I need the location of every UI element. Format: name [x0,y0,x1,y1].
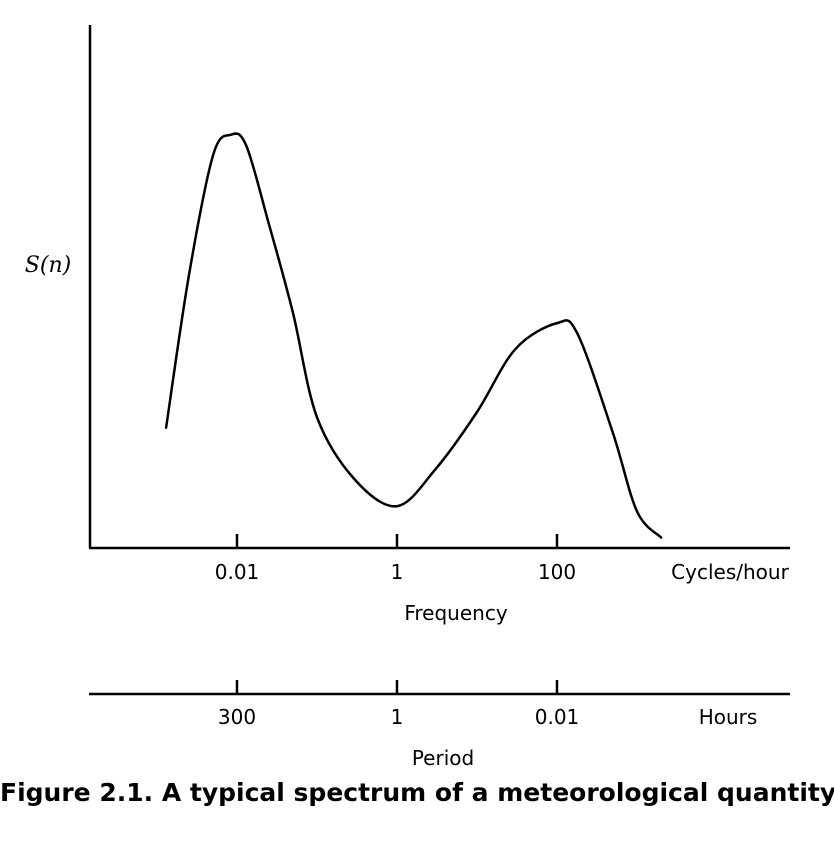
spectrum-chart: 0.01 1 100 300 1 0.01 S(n) Cycles/hour Frequ… [25,25,790,770]
period-axis-label: Period [412,746,474,770]
period-ticks: 300 1 0.01 [218,680,579,729]
period-tick-label-1: 1 [391,705,404,729]
frequency-ticks: 0.01 1 100 [215,534,576,584]
frequency-tick-label-2: 100 [538,560,576,584]
frequency-tick-label-0: 0.01 [215,560,260,584]
frequency-tick-label-1: 1 [391,560,404,584]
spectrum-line [164,132,663,539]
x-unit-label: Cycles/hour [671,560,789,584]
x-axis-label: Frequency [404,601,507,625]
period-tick-label-0: 300 [218,705,256,729]
period-tick-label-2: 0.01 [535,705,580,729]
y-axis-label: S(n) [25,253,71,278]
period-unit-label: Hours [699,705,758,729]
figure-caption: Figure 2.1. A typical spectrum of a mete… [0,778,834,807]
